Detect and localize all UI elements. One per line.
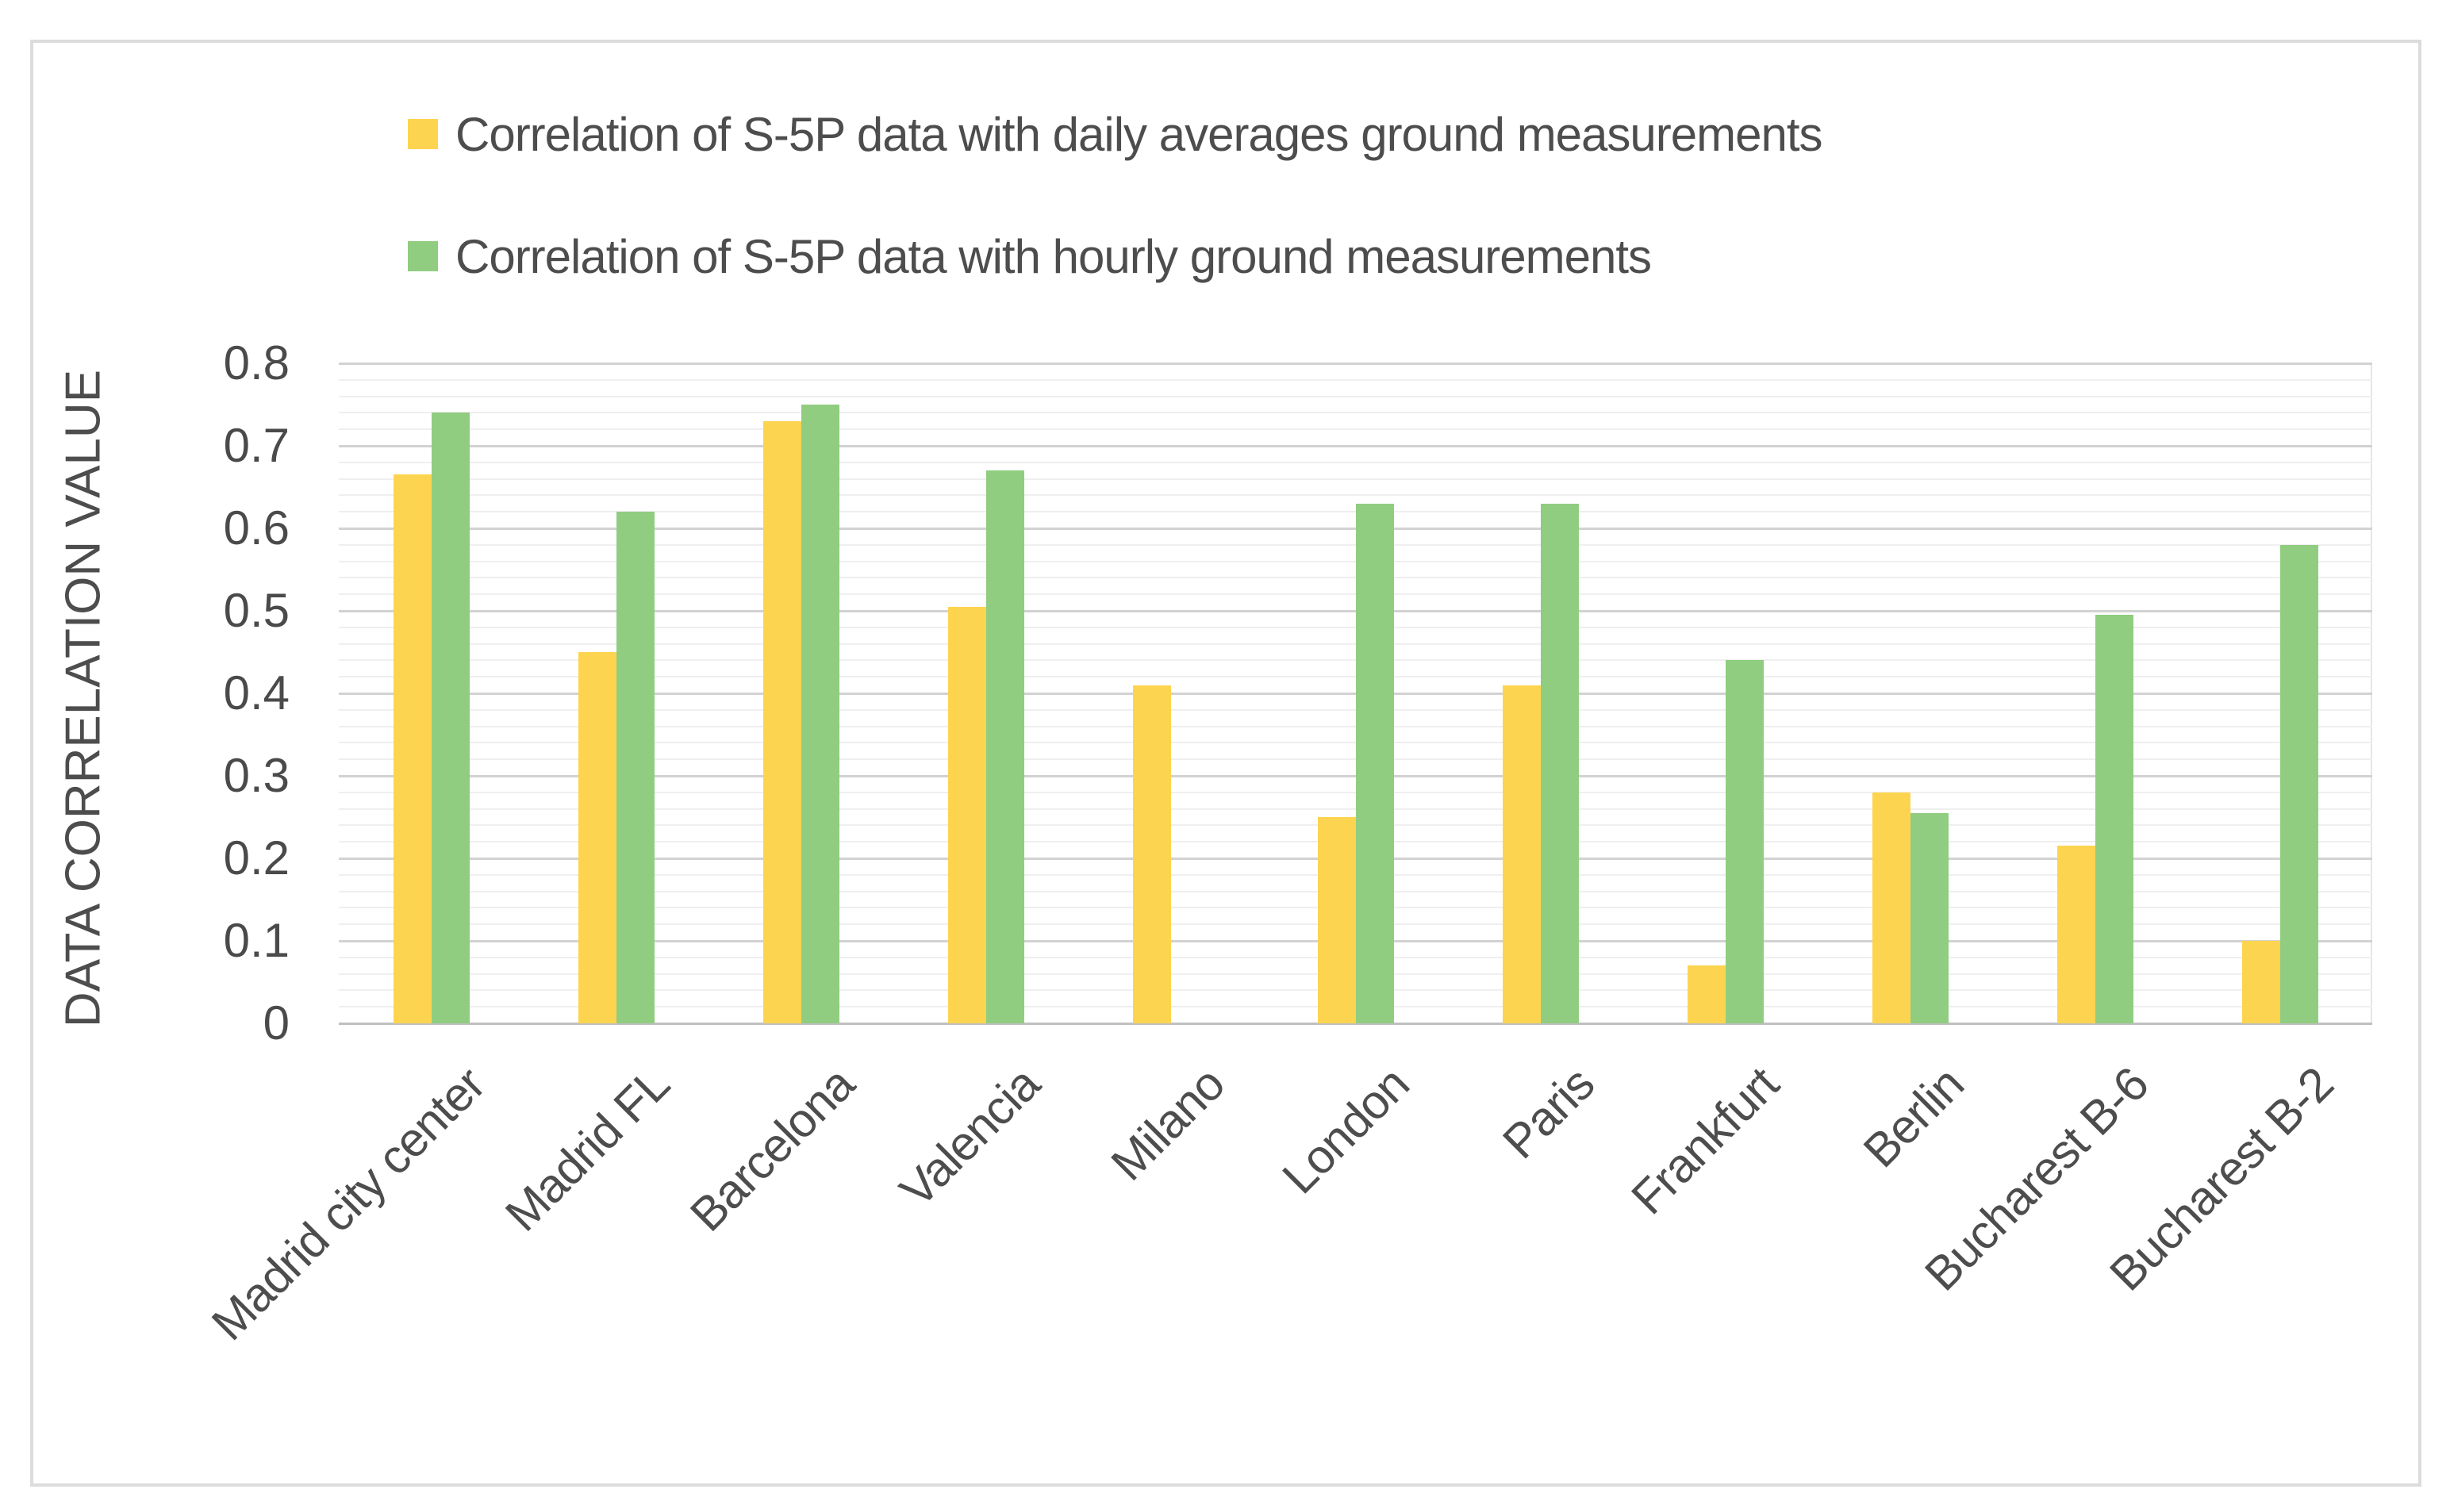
bar-hourly-valencia bbox=[985, 470, 1024, 1023]
plot-area bbox=[339, 363, 2372, 1025]
y-tick-label: 0.4 bbox=[223, 666, 290, 720]
bar-hourly-frankfurt bbox=[1725, 660, 1764, 1023]
y-tick-label: 0.2 bbox=[223, 831, 290, 885]
legend-swatch-hourly-icon bbox=[408, 241, 438, 271]
legend-label-hourly: Correlation of S-5P data with hourly gro… bbox=[455, 229, 1652, 283]
bar-daily-madrid-city-center bbox=[393, 474, 432, 1023]
y-tick-label: 0.8 bbox=[223, 336, 290, 390]
legend-item-hourly: Correlation of S-5P data with hourly gro… bbox=[408, 228, 1652, 285]
bar-daily-bucharest-b-2 bbox=[2241, 941, 2280, 1023]
bar-daily-milano bbox=[1132, 685, 1171, 1023]
bar-daily-madrid-fl bbox=[578, 652, 616, 1023]
bar-hourly-berlin bbox=[1910, 812, 1949, 1023]
bar-daily-paris bbox=[1502, 685, 1541, 1023]
major-gridline bbox=[339, 363, 2372, 365]
y-tick-label: 0.3 bbox=[223, 749, 290, 802]
bar-daily-frankfurt bbox=[1687, 965, 1726, 1023]
minor-gridline bbox=[339, 428, 2372, 431]
bar-hourly-paris bbox=[1540, 503, 1579, 1023]
minor-gridline bbox=[339, 378, 2372, 381]
legend-swatch-daily-icon bbox=[408, 119, 438, 149]
major-gridline bbox=[339, 445, 2372, 447]
bar-hourly-bucharest-b-2 bbox=[2279, 544, 2318, 1023]
minor-gridline bbox=[339, 412, 2372, 414]
bar-hourly-london bbox=[1355, 503, 1394, 1023]
minor-gridline bbox=[339, 395, 2372, 397]
x-axis-line bbox=[339, 1023, 2372, 1025]
legend-label-daily: Correlation of S-5P data with daily aver… bbox=[455, 107, 1823, 161]
legend-item-daily: Correlation of S-5P data with daily aver… bbox=[408, 106, 1823, 163]
minor-gridline bbox=[339, 494, 2372, 497]
bar-daily-valencia bbox=[947, 606, 986, 1023]
minor-gridline bbox=[339, 461, 2372, 463]
y-tick-label: 0.1 bbox=[223, 914, 290, 967]
bar-daily-barcelona bbox=[762, 420, 801, 1023]
y-tick-label: 0.6 bbox=[223, 501, 290, 555]
y-tick-label: 0 bbox=[263, 996, 290, 1050]
minor-gridline bbox=[339, 478, 2372, 480]
y-tick-label: 0.5 bbox=[223, 584, 290, 637]
bar-hourly-barcelona bbox=[801, 405, 839, 1023]
bar-hourly-bucharest-b-6 bbox=[2095, 615, 2133, 1023]
bar-hourly-madrid-city-center bbox=[431, 413, 470, 1023]
y-tick-label: 0.7 bbox=[223, 419, 290, 472]
bar-hourly-madrid-fl bbox=[616, 512, 655, 1023]
bar-daily-berlin bbox=[1872, 792, 1910, 1023]
bar-daily-bucharest-b-6 bbox=[2056, 846, 2095, 1023]
bar-daily-london bbox=[1317, 817, 1356, 1023]
